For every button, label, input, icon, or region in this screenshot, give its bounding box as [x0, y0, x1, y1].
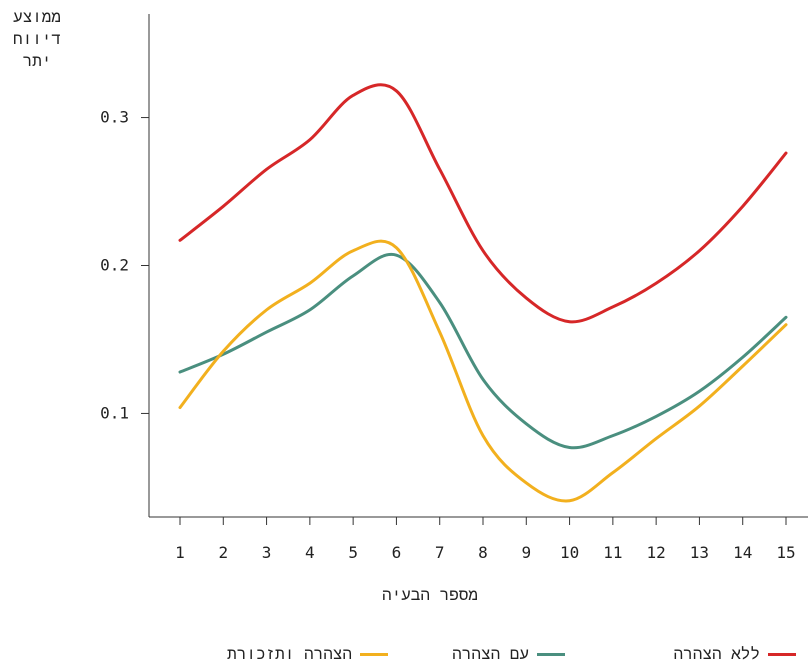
y-ticks: 0.1 0.2 0.3	[100, 108, 149, 422]
y-tick-label: 0.3	[100, 108, 129, 127]
x-tick-label: 1	[175, 543, 185, 562]
x-tick-label: 9	[521, 543, 531, 562]
x-tick-label: 5	[348, 543, 358, 562]
y-axis-label: ממוצע דיווח יתר	[12, 7, 61, 70]
legend-item-declaration-reminder: הצהרה ותזכורת	[227, 644, 388, 668]
legend-swatch-no-declaration	[768, 653, 796, 656]
legend-item-with-declaration: עם הצהרה	[452, 644, 565, 668]
x-tick-label: 10	[560, 543, 579, 562]
x-tick-label: 7	[435, 543, 445, 562]
series-line-no-declaration	[178, 83, 788, 324]
x-axis-label: מספר הבעיה	[381, 585, 479, 604]
x-tick-label: 14	[733, 543, 752, 562]
legend-label-with-declaration: עם הצהרה	[452, 644, 529, 663]
legend-label-no-declaration: ללא הצהרה	[673, 644, 760, 663]
x-tick-label: 11	[603, 543, 622, 562]
x-tick-label: 8	[478, 543, 488, 562]
x-tick-label: 3	[262, 543, 272, 562]
series-line-with-declaration	[178, 252, 788, 450]
y-tick-label: 0.2	[100, 256, 129, 275]
x-tick-label: 2	[218, 543, 228, 562]
legend-swatch-with-declaration	[537, 653, 565, 656]
x-tick-label: 13	[690, 543, 709, 562]
legend-item-no-declaration: ללא הצהרה	[674, 644, 796, 668]
y-tick-label: 0.1	[100, 403, 129, 422]
x-tick-label: 15	[776, 543, 795, 562]
legend-swatch-declaration-reminder	[360, 653, 388, 656]
x-tick-label: 6	[392, 543, 402, 562]
series-line-declaration-reminder	[178, 239, 788, 503]
legend-label-declaration-reminder: הצהרה ותזכורת	[227, 644, 352, 663]
x-tick-label: 12	[647, 543, 666, 562]
x-ticks: 1 2 3 4 5 6 7 8 9 10 11 12 13 14 15	[175, 517, 796, 562]
series-lines	[178, 83, 788, 503]
x-tick-label: 4	[305, 543, 315, 562]
